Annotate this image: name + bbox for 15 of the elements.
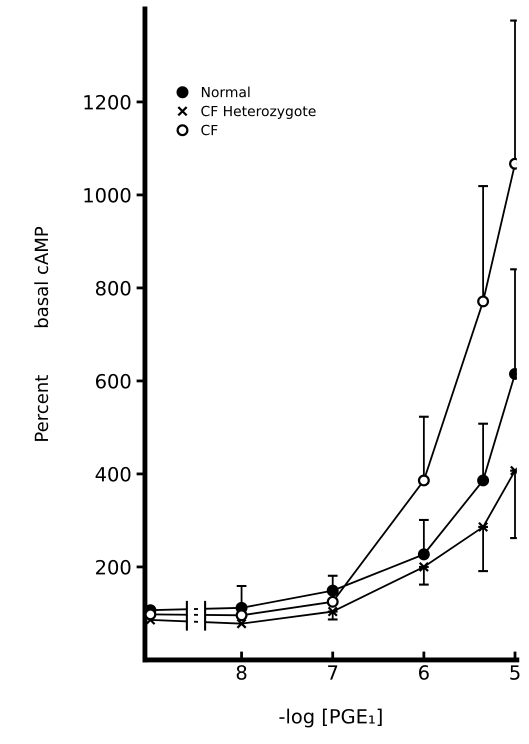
y-axis-title: Percent basal cAMP [34,226,48,441]
legend-label: Normal [202,86,250,98]
y-tick-label: 1000 [84,188,130,203]
legend-label: CF [201,124,218,136]
x-tick-label: 8 [236,665,246,680]
x-tick-label: 7 [328,665,338,680]
x-tick-label: 6 [419,665,429,680]
y-tick-label: 400 [96,466,130,482]
y-tick-label: 1200 [84,94,130,110]
legend-label: CF Heterozygote [201,106,316,119]
y-tick-label: 600 [96,374,130,389]
y-tick-label: 200 [96,560,130,575]
x-tick-label: 5 [510,665,520,680]
x-axis-title: -log [PGE₁] [279,708,382,728]
y-tick-label: 800 [96,280,130,296]
